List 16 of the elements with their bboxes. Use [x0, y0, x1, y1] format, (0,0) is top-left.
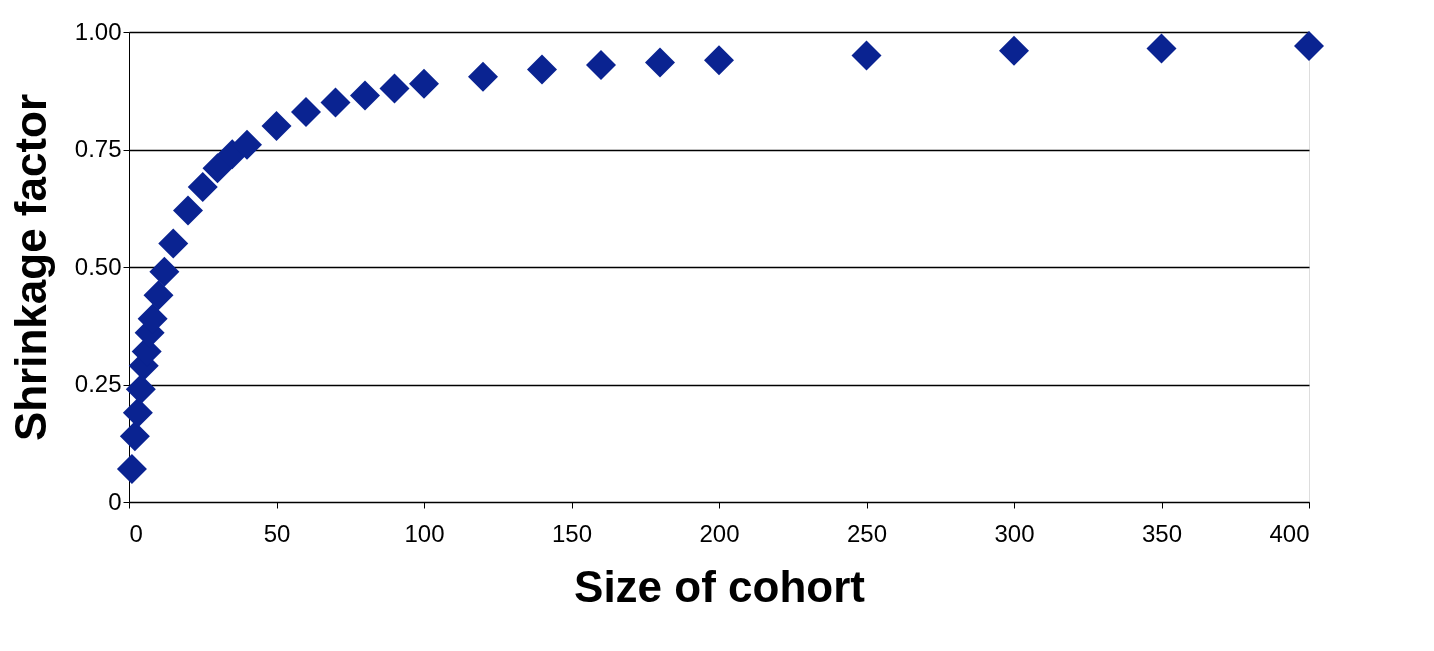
x-tick-label: 300	[994, 519, 1035, 547]
y-tick-label: 0	[108, 487, 122, 515]
x-tick-label: 350	[1141, 519, 1183, 547]
x-tick-label: 250	[846, 519, 888, 547]
x-tick-label: 400	[1269, 519, 1310, 547]
y-tick-label: 0.75	[74, 135, 122, 162]
x-tick-label: 50	[263, 519, 291, 547]
x-tick-label: 100	[404, 519, 445, 547]
y-axis-title: Shrinkage factor	[5, 93, 55, 442]
x-tick-label: 200	[699, 519, 740, 547]
y-tick-label: 0.50	[74, 252, 122, 280]
x-tick-label: 150	[551, 519, 593, 547]
y-tick-label: 1.00	[74, 17, 122, 45]
y-tick-label: 0.25	[74, 370, 122, 397]
x-tick-label: 0	[129, 519, 143, 547]
x-axis-title: Size of cohort	[574, 561, 866, 611]
